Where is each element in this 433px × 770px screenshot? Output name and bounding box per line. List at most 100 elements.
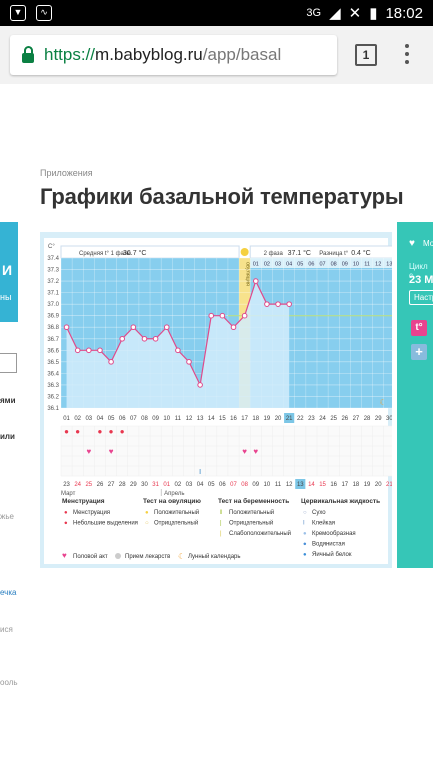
browser-toolbar: https://m.babyblog.ru/app/basal 1 bbox=[0, 26, 433, 84]
temperature-point bbox=[152, 335, 159, 342]
lock-icon bbox=[22, 46, 34, 63]
phase2-day-label: 10 bbox=[353, 262, 359, 268]
date-label: 02 bbox=[175, 482, 182, 488]
y-tick-label: 36.1 bbox=[47, 406, 59, 412]
y-tick-label: 37.0 bbox=[47, 302, 59, 308]
cycle-day-label: 02 bbox=[74, 416, 81, 422]
temperature-add-icon[interactable]: t° bbox=[411, 320, 427, 336]
cervical-fluid-legend-item: Клейкая bbox=[312, 520, 335, 527]
cycle-day-label: 04 bbox=[97, 416, 104, 422]
phase2-value: 37.1 °C bbox=[288, 249, 311, 257]
temperature-point bbox=[130, 324, 137, 331]
temperature-point bbox=[219, 312, 226, 319]
date-label: 04 bbox=[197, 482, 204, 488]
address-bar[interactable]: https://m.babyblog.ru/app/basal bbox=[10, 35, 337, 75]
date-label: 09 bbox=[252, 482, 259, 488]
cycle-day-label: 15 bbox=[219, 416, 226, 422]
tab-switcher-button[interactable]: 1 bbox=[355, 44, 377, 66]
date-label: 29 bbox=[130, 482, 137, 488]
cycle-day-label: 30 bbox=[386, 416, 392, 422]
cycle-day-label: 17 bbox=[241, 416, 248, 422]
cervical-fluid-legend-icon: ● bbox=[303, 552, 307, 558]
temperature-point bbox=[208, 312, 215, 319]
cervical-fluid-legend-item: Кремообразная bbox=[312, 531, 356, 537]
cycle-day-label: 06 bbox=[119, 416, 126, 422]
intercourse-heart-icon: ♥ bbox=[109, 447, 114, 456]
y-tick-label: 36.8 bbox=[47, 325, 59, 331]
menstruation-legend-title: Менструация bbox=[62, 498, 105, 505]
y-tick-label: 36.7 bbox=[47, 337, 59, 343]
date-label: 14 bbox=[308, 482, 315, 488]
breadcrumb[interactable]: Приложения bbox=[40, 168, 93, 178]
cycle-day-label: 11 bbox=[175, 416, 182, 422]
y-tick-label: 36.3 bbox=[47, 383, 59, 389]
date-label: 11 bbox=[275, 482, 282, 488]
temperature-point bbox=[86, 347, 92, 354]
menstruation-drop-icon: ● bbox=[75, 427, 80, 436]
ovulation-test-legend-icon: ● bbox=[145, 510, 149, 516]
phase2-day-label: 12 bbox=[375, 262, 381, 268]
left-input-fragment[interactable] bbox=[0, 353, 17, 373]
cervical-fluid-legend-icon: I bbox=[303, 521, 305, 527]
y-tick-label: 37.2 bbox=[47, 279, 59, 285]
signal-icon: ◢ bbox=[329, 5, 341, 22]
y-tick-label: 36.9 bbox=[47, 314, 59, 320]
right-carousel-card[interactable]: ♥ Мо Цикл с 23 Ма Настр t° + bbox=[397, 222, 433, 568]
intercourse-legend-item: Половой акт bbox=[73, 553, 108, 560]
temperature-point bbox=[286, 301, 292, 307]
cycle-day-label: 26 bbox=[341, 416, 348, 422]
cervical-fluid-legend-icon: ● bbox=[303, 531, 307, 537]
plus-icon[interactable]: + bbox=[411, 344, 427, 360]
menstruation-drop-icon: ● bbox=[120, 427, 125, 436]
phase2-day-label: 13 bbox=[386, 262, 392, 268]
cervical-fluid-legend-item: Сухо bbox=[312, 510, 326, 516]
temperature-area bbox=[66, 281, 290, 408]
menstruation-legend-icon: ● bbox=[64, 510, 68, 516]
temperature-point bbox=[252, 278, 259, 284]
date-label: 06 bbox=[219, 482, 226, 488]
date-label: 24 bbox=[74, 482, 81, 488]
date-label: 23 bbox=[63, 482, 70, 488]
medication-legend-item: Прием лекарств bbox=[125, 554, 170, 560]
pregnancy-test-legend-icon: ‖ bbox=[220, 510, 222, 516]
today-day-highlight bbox=[284, 413, 295, 423]
settings-button[interactable]: Настр bbox=[409, 290, 433, 305]
pregnancy-test-legend-title: Тест на беременность bbox=[218, 497, 289, 505]
pregnancy-test-legend-item: Положительный bbox=[229, 509, 274, 516]
y-axis-label: C° bbox=[48, 244, 55, 250]
month-label: Март bbox=[61, 491, 76, 497]
cycle-day-label: 25 bbox=[330, 416, 337, 422]
pregnancy-test-legend-item: Слабоположительный bbox=[229, 530, 291, 537]
moon-legend-icon: ☾ bbox=[178, 552, 185, 561]
cycle-day-label: 10 bbox=[163, 416, 170, 422]
menstruation-legend-item: Менструация bbox=[73, 510, 110, 516]
url-text[interactable]: https://m.babyblog.ru/app/basal bbox=[44, 45, 282, 64]
y-tick-label: 36.5 bbox=[47, 360, 59, 366]
date-label: 01 bbox=[163, 482, 170, 488]
diff-value: 0.4 °C bbox=[351, 249, 371, 257]
temperature-point bbox=[141, 335, 148, 342]
ovulation-label: овуляция bbox=[245, 262, 251, 286]
y-tick-label: 37.3 bbox=[47, 268, 59, 274]
intercourse-heart-icon: ♥ bbox=[242, 447, 247, 456]
date-label: 30 bbox=[141, 482, 148, 488]
cycle-day-label: 16 bbox=[230, 416, 237, 422]
cervical-fluid-legend-item: Водянистая bbox=[312, 542, 345, 548]
cycle-day-label: 05 bbox=[108, 416, 115, 422]
left-carousel-card[interactable]: И ны bbox=[0, 222, 18, 322]
ovulation-test-legend-icon: ○ bbox=[145, 521, 149, 527]
date-label: 26 bbox=[97, 482, 104, 488]
temperature-point bbox=[230, 324, 237, 331]
date-label: 25 bbox=[85, 482, 92, 488]
temperature-point bbox=[175, 347, 181, 354]
temperature-point bbox=[63, 324, 70, 331]
network-type: 3G bbox=[306, 7, 322, 19]
ovulation-test-legend-item: Отрицательный bbox=[154, 520, 198, 527]
date-label: 18 bbox=[353, 482, 360, 488]
date-label: 05 bbox=[208, 482, 215, 488]
ovulation-sun-icon bbox=[240, 248, 249, 256]
overflow-menu-icon[interactable] bbox=[404, 42, 410, 66]
symbol-grid bbox=[61, 426, 407, 476]
cervical-fluid-legend-title: Цервикальная жидкость bbox=[301, 498, 380, 505]
